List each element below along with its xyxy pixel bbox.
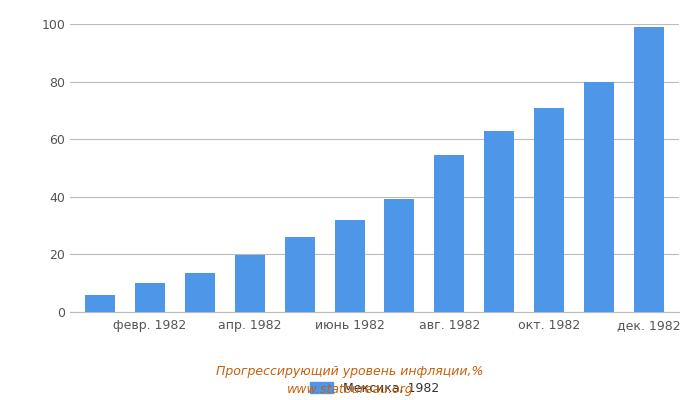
Text: www.statbureau.org: www.statbureau.org [287,384,413,396]
Bar [234,255,265,312]
Bar [435,155,464,312]
Legend: Мексика, 1982: Мексика, 1982 [310,382,439,395]
Bar [185,273,215,312]
Bar [634,28,664,312]
Bar [384,199,414,312]
Bar [484,130,514,312]
Bar [285,237,314,312]
Bar [534,108,564,312]
Bar [135,284,164,312]
Bar [335,220,365,312]
Text: Прогрессирующий уровень инфляции,%: Прогрессирующий уровень инфляции,% [216,366,484,378]
Bar [584,82,614,312]
Bar [85,295,115,312]
